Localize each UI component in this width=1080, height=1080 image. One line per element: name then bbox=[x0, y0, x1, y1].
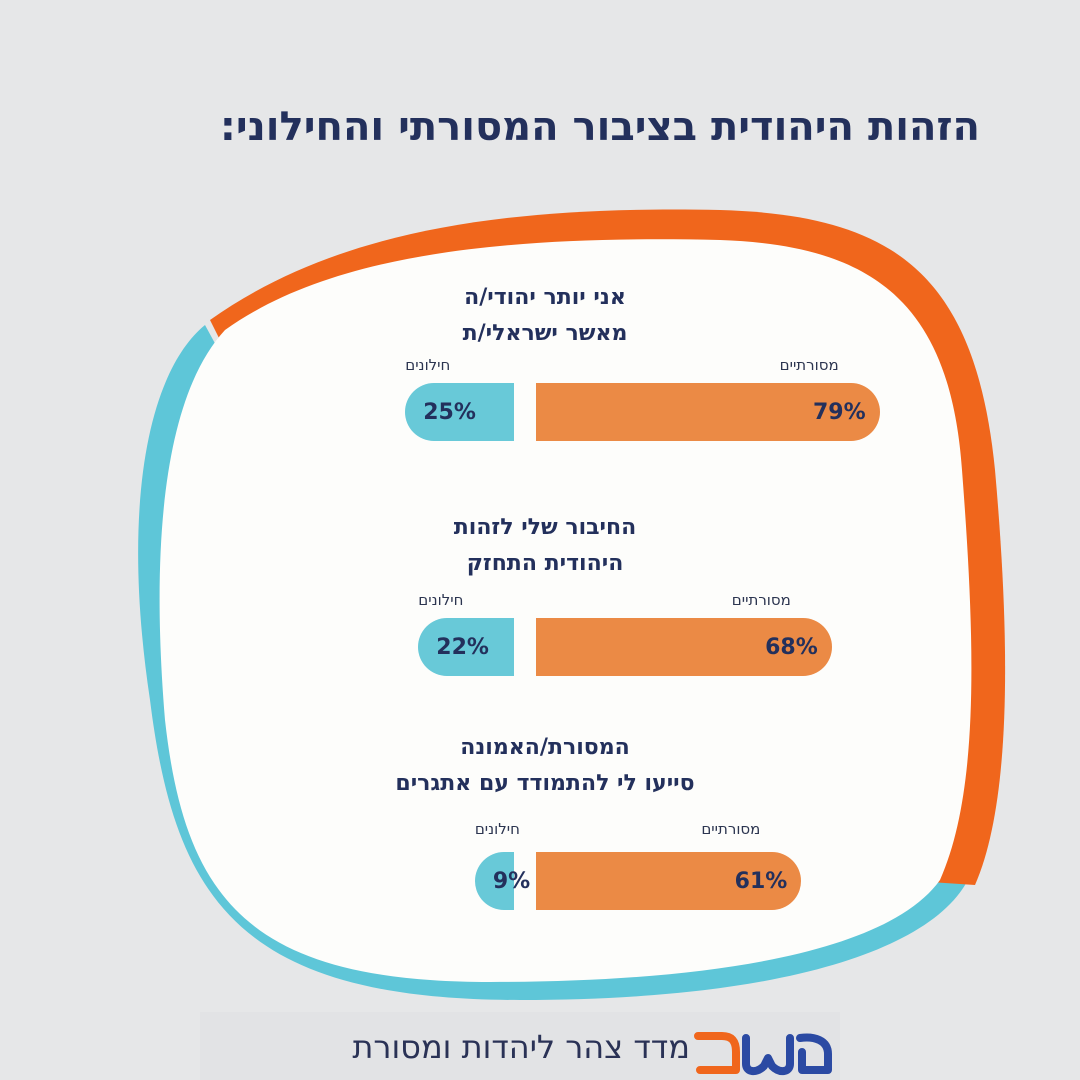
question-title-line2: סייעו לי להתמודד עם אתגרים bbox=[395, 771, 695, 796]
bar-traditional-value: 61% bbox=[734, 868, 788, 894]
question-title-line1: החיבור שלי לזהות bbox=[453, 515, 637, 540]
bar-traditional-value: 79% bbox=[812, 399, 866, 425]
question-title-line1: המסורת/האמונה bbox=[460, 735, 630, 760]
mashav-logo bbox=[694, 1032, 832, 1075]
label-secular-1: חילונים bbox=[405, 356, 451, 374]
bar-secular-2: 22% bbox=[418, 618, 514, 676]
footer-text: מדד צהר ליהדות ומסורת bbox=[352, 1028, 690, 1066]
label-traditional-3: מסורתיים bbox=[701, 820, 761, 838]
page-title: הזהות היהודית בציבור המסורתי והחילוני: bbox=[219, 104, 980, 150]
bar-traditional-3: 61% bbox=[536, 852, 802, 910]
question-title-2: החיבור שלי לזהות היהודית התחזק bbox=[295, 510, 795, 582]
label-traditional-1: מסורתיים bbox=[779, 356, 839, 374]
question-title-line1: אני יותר יהודי/ה bbox=[464, 285, 626, 310]
bar-secular-value: 22% bbox=[436, 634, 489, 660]
question-title-line2: מאשר ישראלי/ת bbox=[462, 321, 628, 346]
bar-traditional-2: 68% bbox=[536, 618, 832, 676]
bar-secular-value: 9% bbox=[492, 868, 531, 894]
question-title-1: אני יותר יהודי/ה מאשר ישראלי/ת bbox=[295, 280, 795, 352]
bar-traditional-1: 79% bbox=[536, 383, 880, 441]
bar-secular-value: 25% bbox=[423, 399, 476, 425]
label-secular-3: חילונים bbox=[474, 820, 520, 838]
question-title-line2: היהודית התחזק bbox=[466, 551, 624, 576]
label-secular-2: חילונים bbox=[418, 591, 464, 609]
bar-traditional-value: 68% bbox=[765, 634, 818, 660]
question-title-3: המסורת/האמונה סייעו לי להתמודד עם אתגרים bbox=[295, 730, 795, 802]
label-traditional-2: מסורתיים bbox=[731, 591, 791, 609]
bar-secular-1: 25% bbox=[405, 383, 514, 441]
